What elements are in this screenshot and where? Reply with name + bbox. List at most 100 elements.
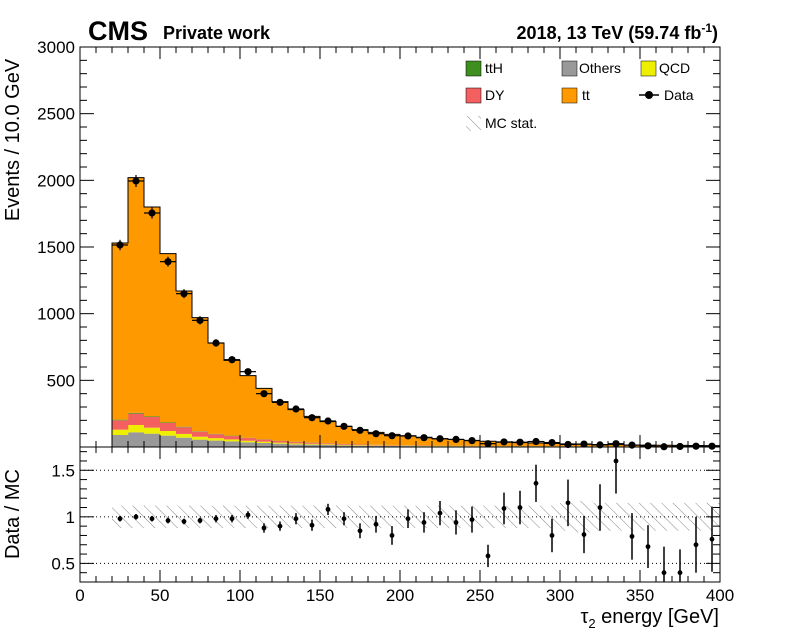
data-point-15: [356, 426, 364, 434]
bar-dy-4: [176, 427, 193, 434]
data-point-22: [468, 437, 476, 445]
ratio-point-31: [613, 458, 619, 464]
bar-dy-9: [256, 439, 273, 442]
ratio-point-1: [133, 514, 139, 520]
bar-others-0: [112, 435, 129, 447]
data-point-3: [164, 258, 172, 266]
ratio-point-28: [565, 500, 571, 506]
bar-others-16: [368, 445, 385, 447]
data-point-8: [244, 368, 252, 376]
legend-label-mcstat: MC stat.: [485, 115, 537, 131]
bar-tt-14: [336, 426, 353, 444]
legend-label-data: Data: [664, 87, 694, 103]
bar-tt-1: [128, 177, 145, 413]
bar-qcd-9: [256, 441, 273, 443]
legend: ttH Others QCD DY tt Data MC stat.: [465, 60, 694, 131]
x-tick-label-350: 350: [626, 586, 654, 605]
bar-dy-17: [384, 445, 401, 446]
bar-dy-11: [288, 442, 305, 444]
ratio-point-36: [693, 542, 699, 548]
bar-tth-1: [128, 412, 145, 414]
bar-tth-2: [144, 416, 161, 417]
lumi-exponent: -1: [701, 21, 712, 35]
legend-item-tt: tt: [561, 87, 590, 104]
ratio-point-35: [677, 570, 683, 576]
main-y-axis: 500 1000 1500 2000 2500 3000: [37, 38, 720, 435]
lumi-prefix: 2018, 13 TeV (59.74 fb: [517, 23, 702, 43]
legend-marker-data: [645, 91, 653, 99]
bar-qcd-10: [272, 442, 289, 444]
bar-tt-8: [240, 375, 257, 438]
data-point-7: [228, 356, 236, 364]
data-point-23: [484, 440, 492, 448]
ratio-point-14: [341, 516, 347, 522]
x-axis-title-symbol: τ: [580, 606, 588, 628]
ratio-point-32: [629, 533, 635, 539]
main-panel: 500 1000 1500 2000 2500 3000 Events / 10.0 Ge…: [2, 38, 721, 451]
legend-swatch-dy: [465, 87, 482, 104]
data-point-35: [676, 442, 684, 451]
data-point-17: [388, 432, 396, 440]
legend-label-qcd: QCD: [659, 60, 690, 76]
bar-others-1: [128, 432, 145, 447]
main-y-tick-label-1000: 1000: [37, 305, 75, 324]
bar-dy-5: [192, 431, 209, 437]
ratio-point-13: [325, 506, 331, 512]
ratio-point-29: [581, 532, 587, 537]
data-point-36: [692, 442, 700, 450]
bar-tt-0: [112, 243, 129, 420]
ratio-point-5: [197, 518, 203, 523]
bar-tt-17: [384, 434, 401, 445]
stacked-histogram: [112, 177, 720, 447]
data-points: [112, 175, 720, 451]
bar-tt-9: [256, 388, 273, 440]
data-point-6: [212, 339, 220, 347]
data-point-33: [644, 442, 652, 450]
bar-others-5: [192, 439, 209, 447]
lumi-suffix: ): [712, 23, 718, 43]
ratio-point-3: [165, 518, 171, 523]
bar-qcd-1: [128, 425, 145, 433]
ratio-y-tick-label-2: 1.5: [51, 461, 75, 480]
bar-qcd-11: [288, 443, 305, 445]
ratio-y-axis-title: Data / MC: [2, 469, 24, 559]
data-point-27: [548, 439, 556, 447]
main-y-tick-label-500: 500: [47, 371, 75, 390]
bar-tt-10: [272, 401, 289, 441]
bar-others-14: [336, 445, 353, 447]
ratio-point-23: [485, 553, 491, 559]
legend-swatch-qcd: [640, 60, 657, 77]
ratio-x-axis: 0 50 100 150 200 250 300 350 400: [75, 447, 734, 605]
bar-qcd-0: [112, 429, 129, 435]
x-tick-label-250: 250: [466, 586, 494, 605]
ratio-point-21: [453, 520, 459, 525]
ratio-point-30: [597, 505, 603, 510]
bar-others-9: [256, 443, 273, 447]
data-point-16: [372, 430, 380, 438]
legend-item-mcstat: MC stat.: [466, 115, 537, 131]
bar-dy-8: [240, 438, 257, 441]
bar-others-8: [240, 442, 257, 447]
main-x-ticks: [79, 47, 721, 447]
main-y-tick-label-2500: 2500: [37, 105, 75, 124]
data-point-24: [500, 438, 508, 446]
ratio-point-18: [405, 516, 411, 522]
legend-label-dy: DY: [485, 87, 505, 103]
bar-others-11: [288, 444, 305, 447]
bar-others-3: [160, 435, 177, 447]
data-point-0: [116, 241, 124, 249]
ratio-point-6: [213, 516, 219, 522]
ratio-point-4: [181, 519, 187, 524]
data-point-13: [324, 417, 332, 425]
ratio-point-7: [229, 516, 235, 522]
data-point-1: [132, 177, 140, 185]
x-tick-label-150: 150: [306, 586, 334, 605]
data-point-18: [404, 432, 412, 440]
legend-label-others: Others: [579, 60, 621, 76]
x-tick-label-100: 100: [226, 586, 254, 605]
status-label: Private work: [163, 23, 271, 43]
bar-tt-18: [400, 435, 417, 446]
main-y-axis-title: Events / 10.0 GeV: [2, 58, 24, 221]
main-y-tick-label-3000: 3000: [37, 38, 75, 57]
legend-item-tth: ttH: [465, 60, 503, 77]
